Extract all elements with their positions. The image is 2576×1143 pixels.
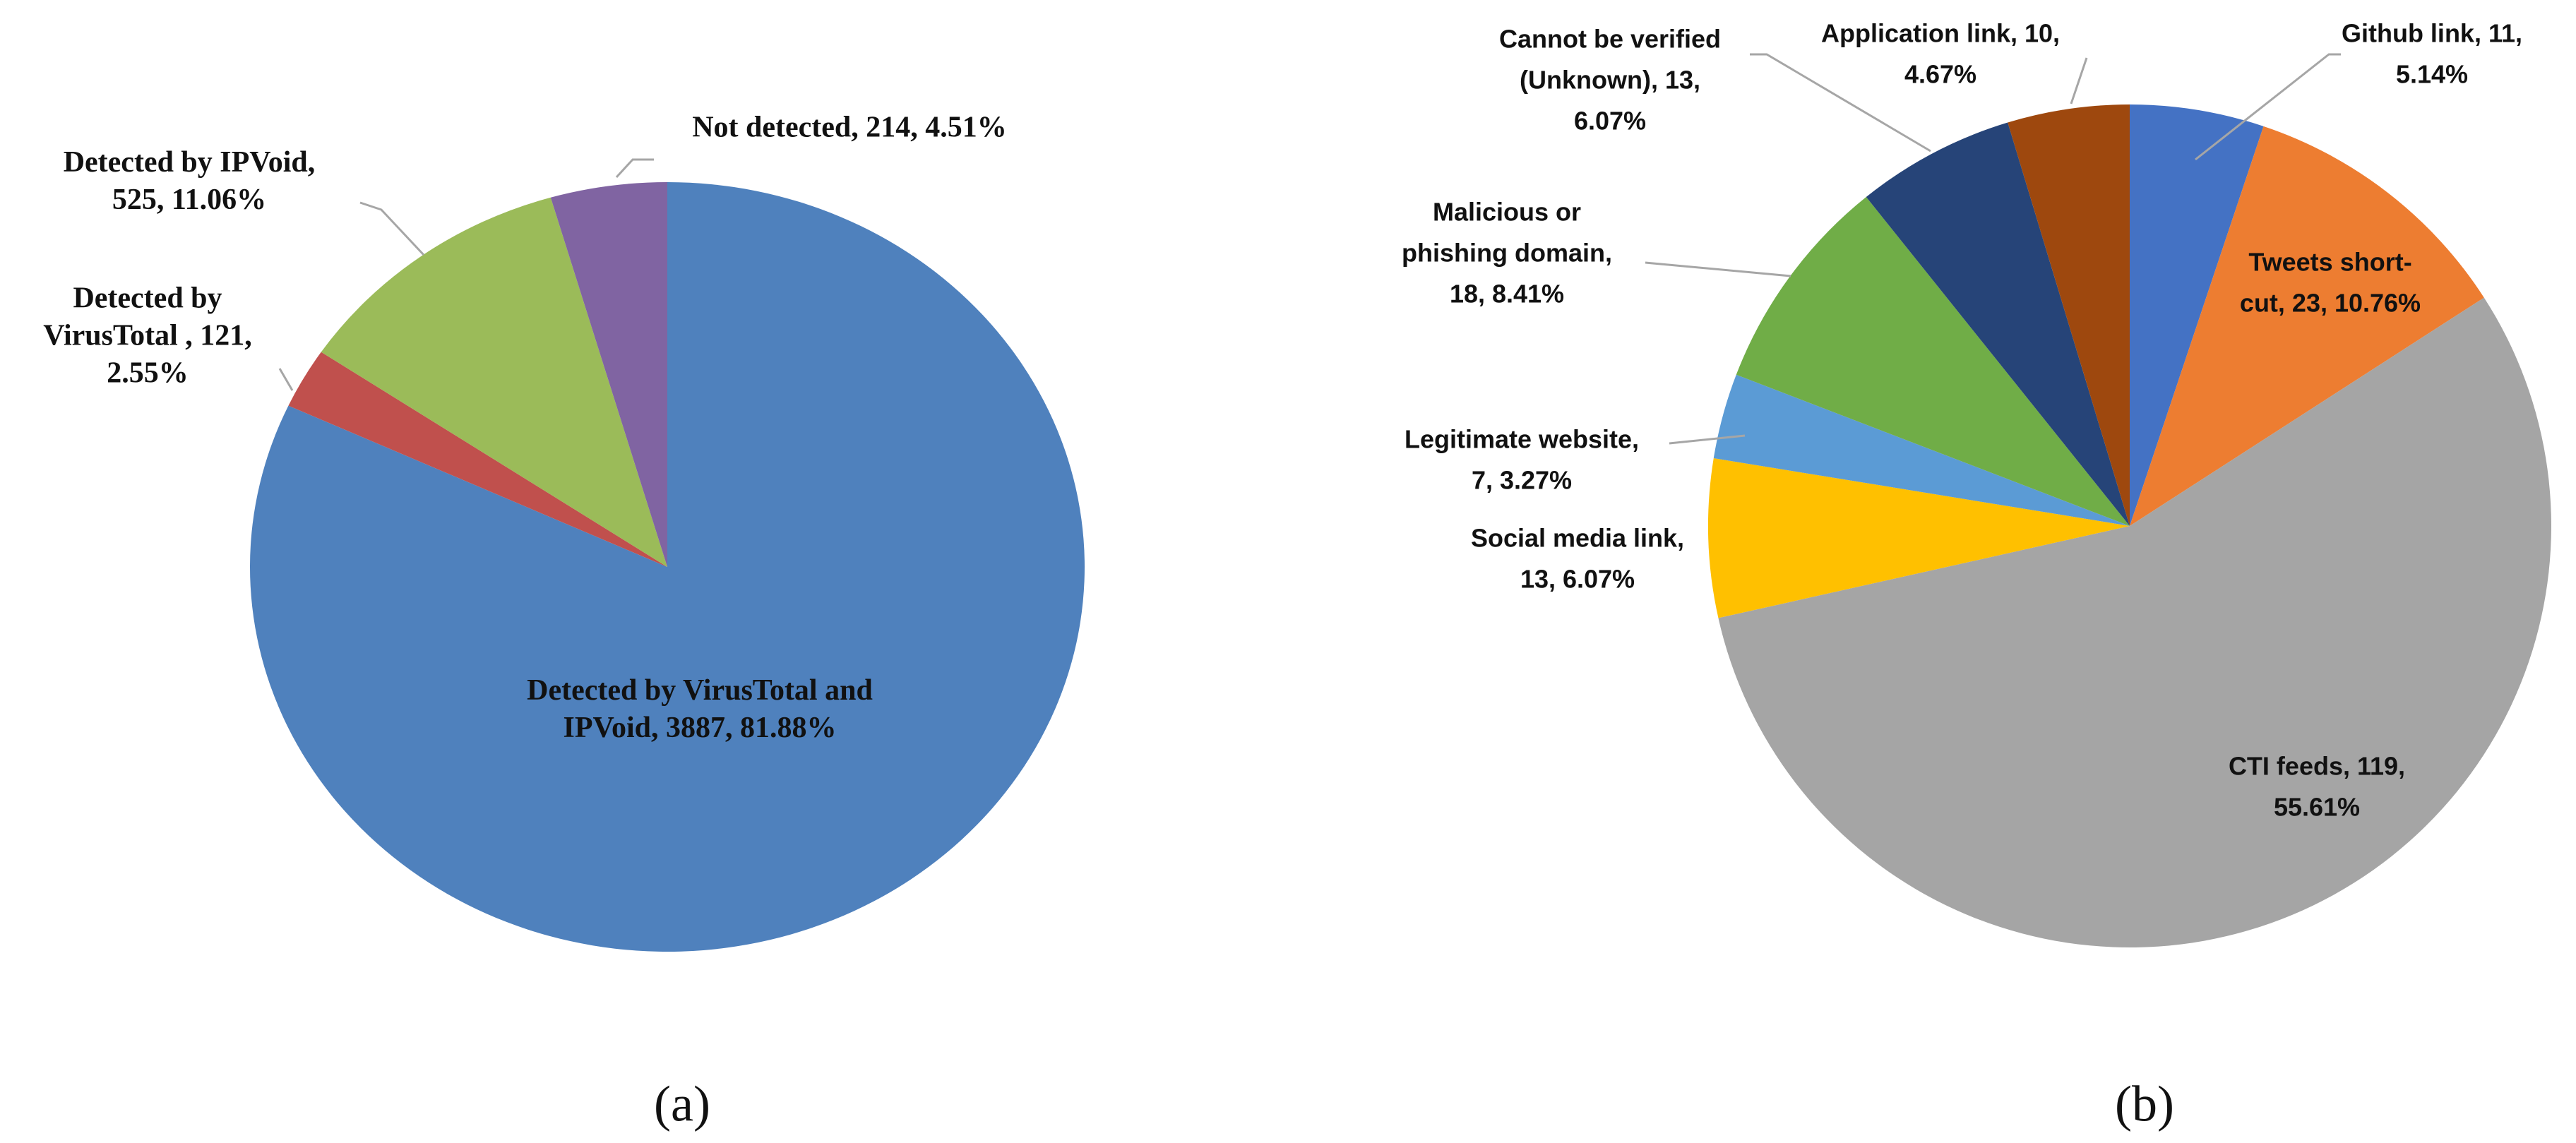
data-label: Detected by VirusTotal and bbox=[527, 674, 873, 707]
pie-slice bbox=[2008, 104, 2130, 526]
data-label: Github link, 11, bbox=[2342, 19, 2522, 48]
leader-line bbox=[615, 158, 654, 179]
data-label: Detected by IPVoid, bbox=[64, 146, 316, 179]
data-label: 13, 6.07% bbox=[1520, 565, 1635, 594]
leader-line bbox=[2070, 57, 2088, 104]
pie-slice bbox=[1866, 122, 2130, 526]
subfigure-caption: (a) bbox=[654, 1076, 710, 1132]
data-label: IPVoid, 3887, 81.88% bbox=[563, 712, 836, 744]
data-label: Social media link, bbox=[1471, 524, 1684, 553]
pie-slice bbox=[1718, 297, 2551, 948]
pie-slice bbox=[321, 197, 667, 567]
pie-slice bbox=[2130, 104, 2264, 526]
data-label: Legitimate website, bbox=[1405, 425, 1639, 454]
data-label: 4.67% bbox=[1904, 60, 1976, 89]
leader-line bbox=[1669, 434, 1746, 445]
pie-slice bbox=[250, 182, 1085, 952]
leader-line bbox=[1645, 261, 1791, 277]
subfigure-caption: (b) bbox=[2115, 1076, 2174, 1132]
data-label: VirusTotal , 121, bbox=[43, 320, 252, 352]
pie-chart: Github link, 11, 5.14% Tweets short-cut, 2… bbox=[1402, 19, 2551, 1132]
pie-slice bbox=[1713, 374, 2130, 526]
data-label: Tweets short- bbox=[2248, 248, 2411, 277]
data-label: 525, 11.06% bbox=[112, 184, 266, 216]
pie-slice bbox=[1708, 458, 2130, 618]
pie-slice bbox=[1736, 197, 2130, 526]
data-label: cut, 23, 10.76% bbox=[2240, 289, 2421, 318]
leader-line bbox=[2195, 53, 2341, 161]
data-label: 7, 3.27% bbox=[1472, 466, 1572, 495]
data-label: 55.61% bbox=[2274, 793, 2360, 822]
pie-chart: Detected by VirusTotal and IPVoid, 3887, … bbox=[43, 112, 1085, 1132]
leader-line bbox=[359, 201, 425, 256]
data-label: Malicious or bbox=[1433, 198, 1581, 227]
data-label: phishing domain, bbox=[1402, 239, 1612, 268]
data-label: Not detected, 214, 4.51% bbox=[692, 112, 1007, 144]
pie-slice bbox=[550, 182, 667, 567]
leader-line bbox=[278, 368, 294, 391]
data-label: Application link, 10, bbox=[1821, 19, 2060, 48]
data-label: Detected by bbox=[73, 282, 222, 315]
data-label: 5.14% bbox=[2396, 60, 2468, 89]
data-label: 2.55% bbox=[107, 357, 189, 390]
leader-line bbox=[1750, 53, 1931, 152]
data-label: (Unknown), 13, bbox=[1520, 66, 1700, 95]
pie-slice bbox=[288, 352, 668, 567]
data-label: Cannot be verified bbox=[1499, 25, 1721, 54]
data-label: CTI feeds, 119, bbox=[2229, 752, 2405, 781]
pie-slice bbox=[2130, 126, 2484, 527]
data-label: 18, 8.41% bbox=[1450, 280, 1564, 309]
data-label: 6.07% bbox=[1574, 107, 1646, 136]
